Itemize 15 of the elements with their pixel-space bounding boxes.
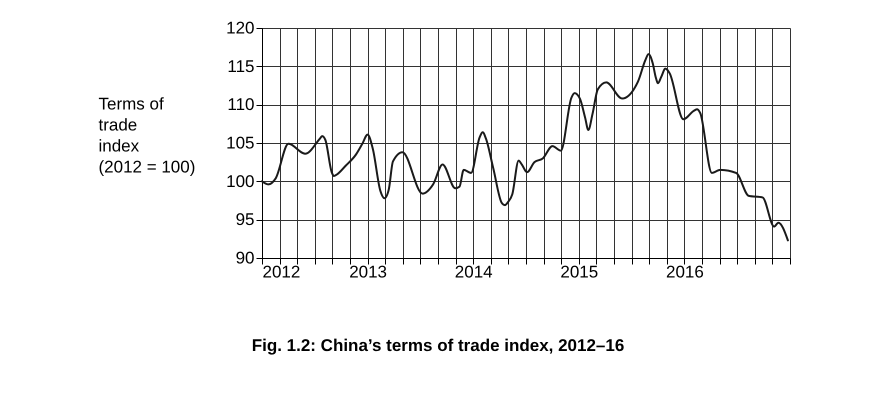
y-tick-label: 115: [227, 56, 254, 76]
x-tick-label: 2013: [349, 262, 388, 282]
y-tick-label: 95: [236, 210, 254, 230]
x-tick-label: 2016: [666, 262, 704, 282]
y-tick-label: 90: [236, 248, 254, 268]
x-tick-label: 2012: [262, 262, 300, 282]
x-tick-label: 2015: [560, 262, 598, 282]
y-tick-label: 120: [226, 18, 254, 38]
line-series: [261, 53, 789, 242]
y-tick-label: 100: [226, 172, 254, 191]
x-tick-label: 2014: [454, 262, 493, 282]
y-tick-label: 110: [227, 95, 254, 114]
text: Fig. 1.2: China’s terms of trade index, 2012–16: [252, 336, 624, 355]
y-tick-label: 105: [226, 134, 254, 152]
y-axis-title: Terms of trade index (2012 = 100): [98, 94, 196, 176]
